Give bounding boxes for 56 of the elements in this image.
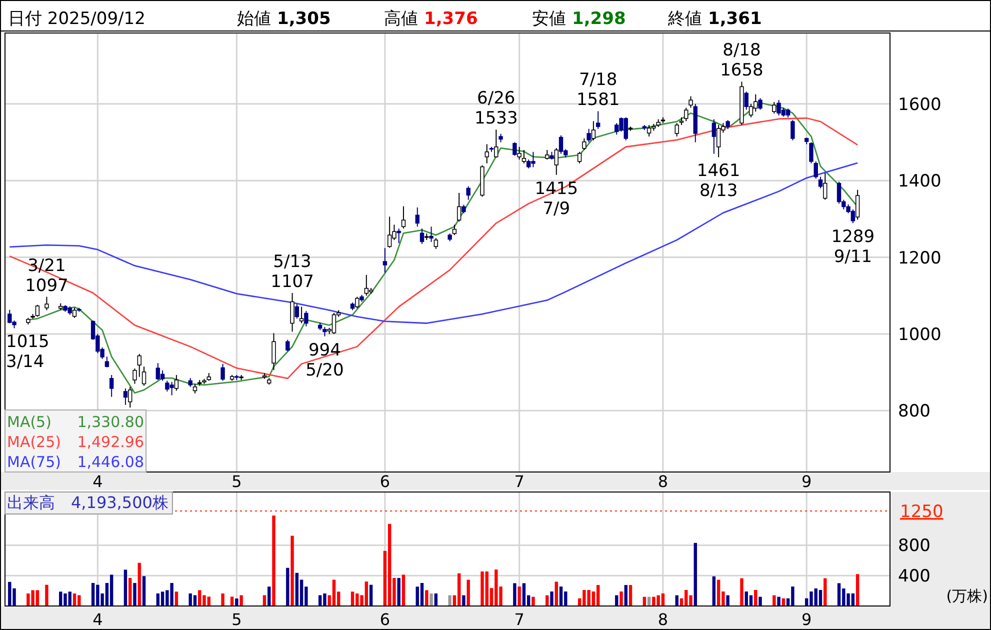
x-tick-label: 4 [92, 472, 103, 491]
annotation: 7/9 [542, 198, 570, 219]
y-axis-title: (万株) [946, 587, 988, 605]
y-tick-label: 1000 [898, 324, 942, 345]
x-tick-label: 5 [232, 472, 242, 491]
text: 1,298 [572, 9, 626, 29]
y-tick-label: 800 [898, 536, 930, 556]
y-tick-label: 1600 [898, 94, 942, 115]
text: 1,305 [277, 9, 331, 29]
y-tick-label: 1400 [898, 172, 942, 192]
annotation: 8/18 [722, 40, 761, 61]
x-tick-label: 9 [802, 472, 812, 491]
annotation: 1461 [696, 161, 740, 182]
text: MA(25) [7, 433, 61, 451]
annotation: 1,446.08 [77, 453, 144, 471]
text: 日付 2025/09/12 [8, 9, 146, 29]
x-tick-label: 5 [232, 610, 242, 629]
x-tick-label: 7 [514, 472, 524, 491]
annotation: 1289 [831, 227, 875, 248]
x-tick-label: 8 [658, 472, 668, 491]
x-tick-label: 6 [380, 472, 390, 491]
annotation: 9/11 [834, 247, 872, 268]
text: 始値 [237, 9, 271, 29]
text: 終値 [667, 9, 702, 29]
x-tick-label: 9 [802, 610, 812, 629]
chart-title: 出来高 4,193,500株 [7, 493, 168, 512]
x-tick-label: 4 [92, 610, 103, 629]
annotation: 1097 [25, 276, 68, 296]
text: 高値 [384, 9, 418, 29]
text: MA(75) [7, 453, 61, 471]
annotation: 8/13 [699, 181, 738, 202]
annotation: 1,492.96 [77, 433, 144, 451]
annotation: 5/13 [273, 252, 312, 272]
text: 1,376 [424, 9, 478, 29]
annotation: 1015 [6, 332, 50, 352]
y-tick-label: 400 [898, 566, 930, 587]
x-tick-label: 7 [514, 610, 524, 629]
y-tick-label: 800 [898, 402, 930, 422]
annotation: 994 [308, 340, 341, 360]
text: 安値 [532, 9, 566, 29]
annotation: 1,330.80 [77, 413, 144, 431]
y-tick-label: 1200 [898, 248, 942, 268]
annotation: 5/20 [306, 360, 344, 380]
annotation: 6/26 [477, 88, 516, 109]
annotation: 3/14 [6, 352, 44, 372]
annotation: 7/18 [578, 70, 618, 90]
annotation: 3/21 [28, 256, 66, 276]
text: 1,361 [708, 9, 762, 29]
text: MA(5) [7, 413, 52, 431]
annotation: 1107 [270, 272, 314, 292]
ref-line-label: 1250 [900, 502, 944, 522]
annotation: 1581 [576, 90, 620, 110]
annotation: 1658 [720, 60, 764, 81]
x-tick-label: 8 [658, 610, 668, 629]
x-tick-label: 6 [380, 610, 390, 629]
annotation: 1533 [474, 108, 518, 129]
